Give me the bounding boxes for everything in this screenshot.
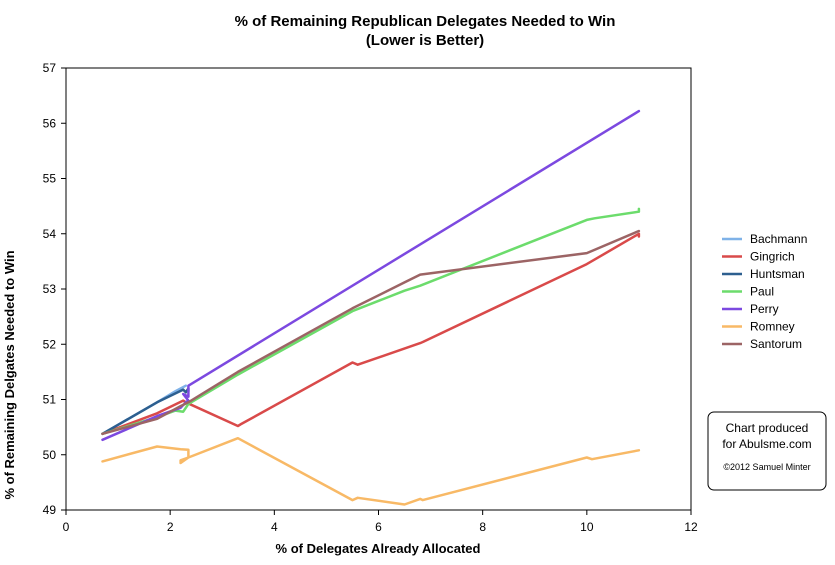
legend-label: Paul (750, 285, 774, 299)
series-lines (101, 109, 641, 506)
legend: Bachmann Gingrich Huntsman Paul Perry Romney S… (722, 232, 807, 351)
chart-title: % of Remaining Republican Delegates Need… (235, 13, 616, 30)
y-tick-label: 55 (43, 172, 57, 186)
plot-area (65, 67, 692, 511)
series-line-santorum (101, 229, 641, 436)
legend-label: Huntsman (750, 267, 805, 281)
legend-label: Gingrich (750, 250, 795, 264)
credit-line-2: for Abulsme.com (722, 437, 811, 451)
x-tick-label: 2 (167, 520, 174, 534)
series-line-romney (101, 436, 641, 506)
y-tick-label: 56 (43, 116, 57, 130)
y-tick-label: 49 (43, 503, 57, 517)
legend-label: Romney (750, 320, 795, 334)
legend-label: Perry (750, 302, 779, 316)
x-tick-label: 4 (271, 520, 278, 534)
y-tick-label: 51 (43, 393, 57, 407)
y-axis-title: % of Remaining Delgates Needed to Win (2, 250, 17, 499)
credit-line-1: Chart produced (726, 421, 809, 435)
x-tick-label: 0 (63, 520, 70, 534)
x-tick-label: 12 (684, 520, 698, 534)
x-tick-label: 8 (479, 520, 486, 534)
credit-line-3: ©2012 Samuel Minter (723, 462, 810, 472)
legend-label: Santorum (750, 337, 802, 351)
y-tick-label: 53 (43, 282, 57, 296)
y-tick-label: 52 (43, 337, 57, 351)
chart-subtitle: (Lower is Better) (366, 32, 484, 49)
legend-label: Bachmann (750, 232, 807, 246)
x-axis-ticks: 0 2 4 6 8 10 12 (63, 510, 698, 534)
x-tick-label: 10 (580, 520, 594, 534)
y-tick-label: 50 (43, 448, 57, 462)
y-axis-ticks: 49 50 51 52 53 54 55 56 57 (43, 61, 66, 517)
series-line-gingrich (101, 232, 641, 436)
credit-box: Chart produced for Abulsme.com ©2012 Sam… (707, 411, 827, 491)
y-tick-label: 57 (43, 61, 57, 75)
y-tick-label: 54 (43, 227, 57, 241)
x-axis-title: % of Delegates Already Allocated (276, 541, 481, 556)
credit-box-frame (707, 411, 827, 491)
x-tick-label: 6 (375, 520, 382, 534)
